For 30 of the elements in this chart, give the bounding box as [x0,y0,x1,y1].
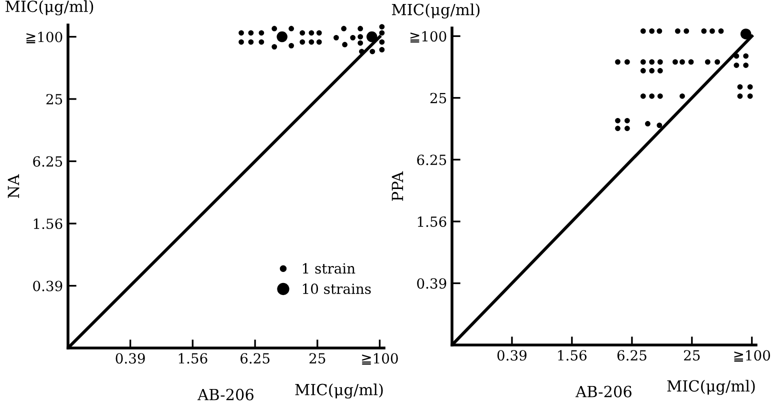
x-tick-label: 6.25 [617,350,646,361]
text: MIC(μg/ml) [295,384,383,399]
x-tick-label: ≧100 [362,353,398,365]
x-tick-label: 6.25 [240,353,270,364]
y-tick-label: 1.56 [418,216,446,227]
legend-label: 10 strains [302,284,371,294]
y-tick-label: 6.25 [417,154,446,166]
x-tick-label: 25 [684,350,700,361]
legend-label: 1 strain [302,263,356,274]
y-tick-label: 25 [46,94,62,104]
y-tick-label: 25 [430,92,446,104]
x-tick-label: 0.39 [116,353,145,364]
y-axis-title: NA [8,174,20,198]
y-tick-label: 0.39 [417,278,446,289]
x-axis-title: AB-206 [575,386,632,398]
y-axis-title: PPA [392,171,404,201]
y-tick-label: ≧100 [26,32,62,44]
x-tick-label: 25 [309,353,326,364]
x-axis-title: AB-206 [197,388,254,400]
y-tick-label: 6.25 [33,156,62,167]
y-tick-label: 1.56 [34,218,62,230]
x-tick-label: 0.39 [497,350,526,361]
text: MIC(μg/ml) [392,3,480,18]
x-tick-label: ≧100 [734,350,770,362]
text: MIC(μg/ml) [667,380,755,395]
y-tick-label: ≧100 [410,31,446,43]
y-tick-label: 0.39 [33,280,62,292]
x-tick-label: 1.56 [558,350,587,361]
x-tick-label: 1.56 [178,353,208,364]
text: MIC(μg/ml) [6,0,94,16]
